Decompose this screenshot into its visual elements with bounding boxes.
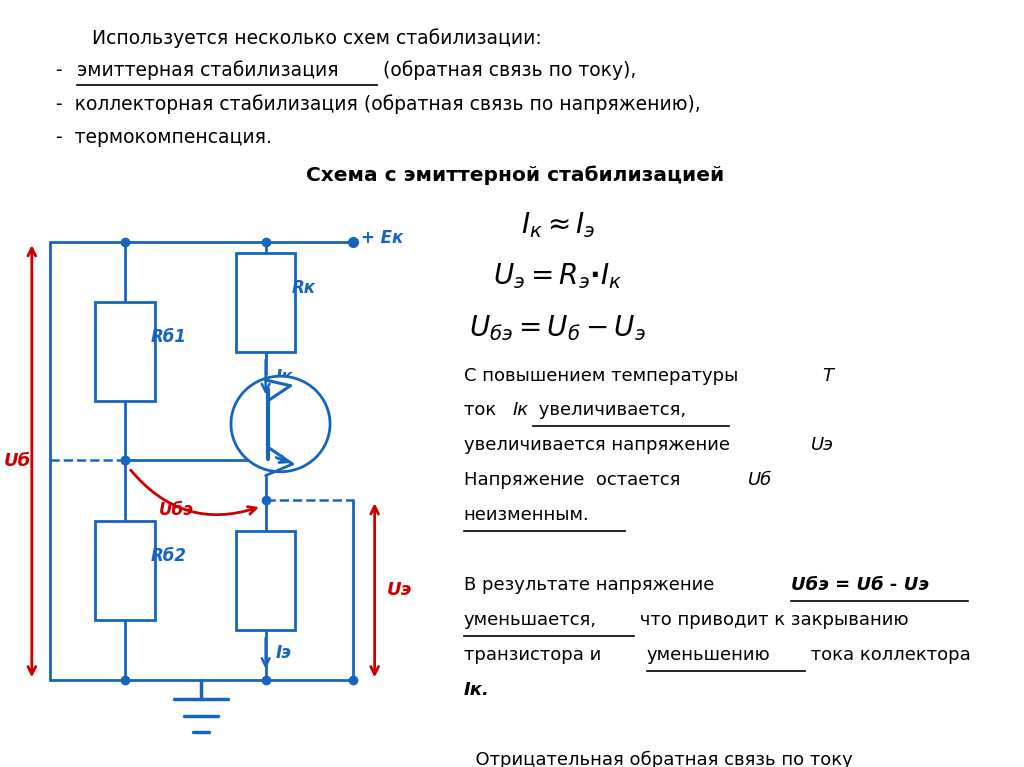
Text: + Eк: + Eк (360, 229, 403, 248)
Text: -  коллекторная стабилизация (обратная связь по напряжению),: - коллекторная стабилизация (обратная св… (55, 94, 700, 114)
Bar (95, 521, 155, 620)
Text: Uб: Uб (3, 453, 31, 470)
Text: увеличивается напряжение: увеличивается напряжение (464, 436, 735, 454)
Text: эмиттерная стабилизация: эмиттерная стабилизация (78, 61, 339, 81)
Text: Iк.: Iк. (464, 680, 489, 699)
Text: $\mathbf{\mathit{I_к}} \approx \mathbf{\mathit{I_э}}$: $\mathbf{\mathit{I_к}} \approx \mathbf{\… (520, 210, 595, 239)
Text: С повышением температуры: С повышением температуры (464, 367, 743, 384)
Text: Iк: Iк (275, 368, 293, 386)
Text: Напряжение  остается: Напряжение остается (464, 471, 686, 489)
Bar (236, 253, 295, 352)
Text: уменьшению: уменьшению (646, 646, 770, 663)
Text: (обратная связь по току),: (обратная связь по току), (377, 61, 636, 81)
Text: Iэ: Iэ (275, 644, 292, 663)
Text: В результате напряжение: В результате напряжение (464, 576, 720, 594)
Text: тока коллектора: тока коллектора (805, 646, 971, 663)
Text: уменьшается,: уменьшается, (464, 611, 597, 629)
Text: ток: ток (464, 401, 502, 420)
Text: Rк: Rк (292, 279, 315, 297)
Text: Используется несколько схем стабилизации:: Используется несколько схем стабилизации… (92, 28, 542, 48)
Text: транзистора и: транзистора и (464, 646, 607, 663)
Text: Uбэ: Uбэ (159, 501, 194, 519)
Text: $\mathbf{\mathit{U_э}} = \mathbf{\mathit{R_э}{\cdot}\mathit{I_к}}$: $\mathbf{\mathit{U_э}} = \mathbf{\mathit… (494, 262, 623, 291)
Text: увеличивается,: увеличивается, (534, 401, 686, 420)
Text: Uэ: Uэ (811, 436, 835, 454)
FancyArrowPatch shape (131, 470, 256, 515)
Text: Схема с эмиттерной стабилизацией: Схема с эмиттерной стабилизацией (306, 166, 724, 186)
Text: Iк: Iк (512, 401, 528, 420)
Text: T: T (822, 367, 833, 384)
Text: Uб: Uб (748, 471, 772, 489)
Text: что приводит к закрыванию: что приводит к закрыванию (634, 611, 908, 629)
Bar (95, 301, 155, 401)
Text: неизменным.: неизменным. (464, 506, 590, 524)
Circle shape (231, 376, 330, 472)
Text: -: - (55, 61, 74, 80)
Text: Uэ: Uэ (386, 581, 412, 599)
Text: $\mathbf{\mathit{U_{бэ}}} = \mathbf{\mathit{U_б}} - \mathbf{\mathit{U_э}}$: $\mathbf{\mathit{U_{бэ}}} = \mathbf{\mat… (469, 313, 646, 343)
Text: Uбэ = Uб - Uэ: Uбэ = Uб - Uэ (792, 576, 929, 594)
Text: Rб2: Rб2 (151, 547, 186, 565)
Text: -  термокомпенсация.: - термокомпенсация. (55, 127, 271, 146)
Text: Отрицательная обратная связь по току: Отрицательная обратная связь по току (464, 750, 853, 767)
Bar (236, 531, 295, 630)
Text: Rб1: Rб1 (151, 328, 186, 346)
